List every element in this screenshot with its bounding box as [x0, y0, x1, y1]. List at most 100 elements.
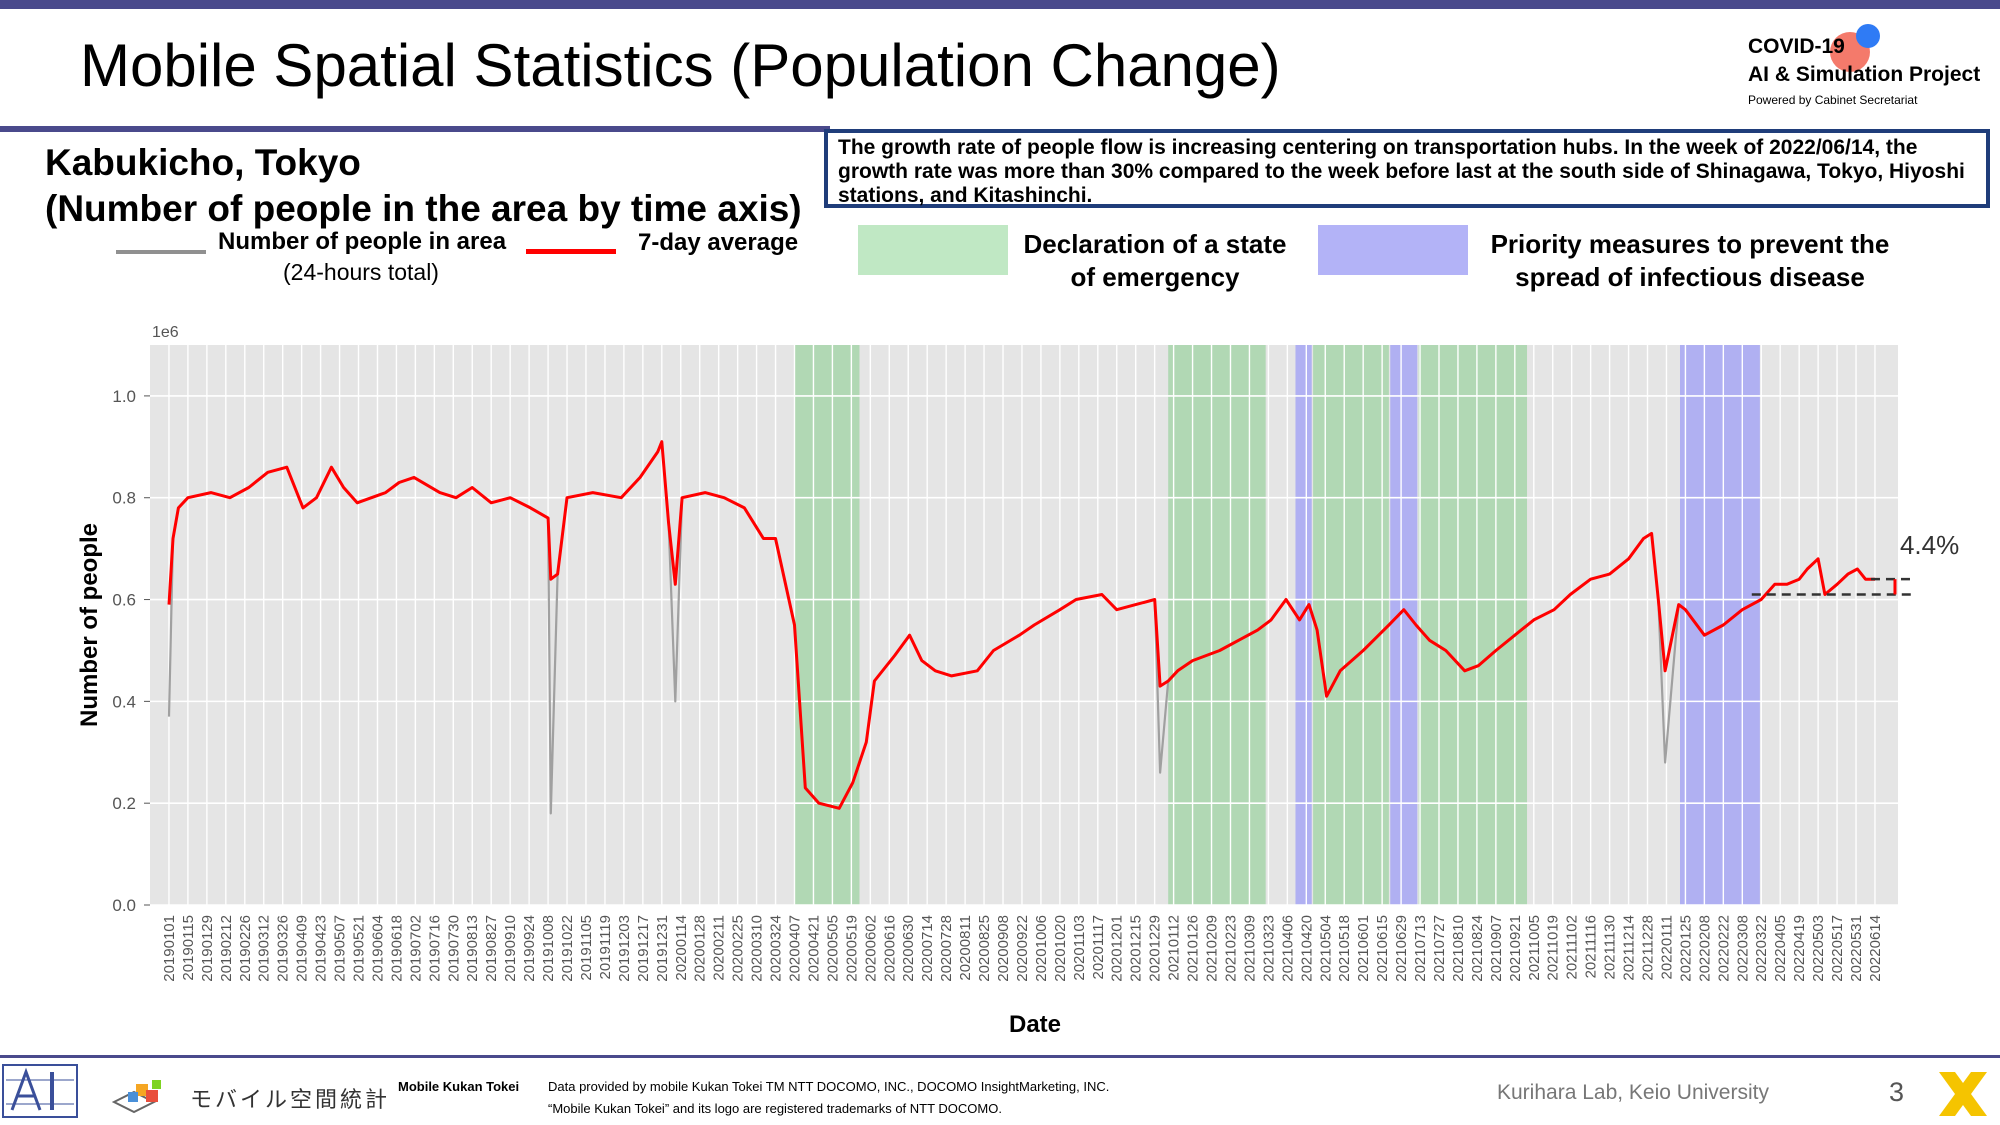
legend-emergency-label: Declaration of a state of emergency [1010, 228, 1300, 294]
x-tick-label: 20190409 [294, 915, 311, 982]
cube-logo-icon [112, 1080, 161, 1114]
x-tick-label: 20201006 [1033, 915, 1050, 982]
x-tick-label: 20220405 [1772, 915, 1789, 982]
x-tick-label: 20210629 [1393, 915, 1410, 982]
x-tick-label: 20200714 [919, 915, 936, 982]
x-tick-label: 20210810 [1450, 915, 1467, 982]
shaded-period-priority-2 [1295, 345, 1312, 905]
subtitle-line-2: (Number of people in the area by time ax… [45, 188, 802, 229]
shaded-period-emergency-0 [794, 345, 860, 905]
x-tick-label: 20191022 [559, 915, 576, 982]
x-tick-label: 20190521 [351, 915, 368, 982]
x-tick-label: 20200505 [824, 915, 841, 982]
x-tick-label: 20190326 [275, 915, 292, 982]
x-tick-label: 20201020 [1052, 915, 1069, 982]
x-tick-labels: 20190101 20190115 20190129 20190212 20190226… [161, 915, 1884, 982]
x-tick-label: 20190129 [199, 915, 216, 982]
x-tick-label: 20211019 [1545, 915, 1562, 981]
shaded-period-priority-6 [1680, 345, 1760, 905]
x-tick-label: 20210921 [1507, 915, 1524, 982]
x-tick-label: 20201229 [1147, 915, 1164, 982]
x-tick-label: 20211228 [1640, 915, 1657, 981]
x-tick-label: 20210907 [1488, 915, 1505, 982]
x-tick-label: 20190101 [161, 915, 178, 982]
x-tick-label: 20220503 [1810, 915, 1827, 982]
x-tick-label: 20200421 [805, 915, 822, 982]
x-tick-label: 20191217 [635, 915, 652, 982]
x-tick-label: 20220517 [1829, 915, 1846, 982]
x-tick-label: 20201103 [1071, 915, 1088, 981]
average-series-line [167, 440, 1875, 810]
x-tick-label: 20210615 [1374, 915, 1391, 982]
x-tick-label: 20210824 [1469, 915, 1486, 982]
x-tick-label: 20220531 [1848, 915, 1865, 982]
y-tick-label: 0.4 [112, 692, 136, 711]
y-tick-label: 0.2 [112, 794, 136, 813]
x-tick-label: 20200211 [711, 915, 728, 981]
plot-background [150, 345, 1898, 905]
x-tick-label: 20200114 [673, 915, 690, 981]
x-tick-label: 20200908 [995, 915, 1012, 982]
legend-priority-label: Priority measures to prevent the spread … [1470, 228, 1910, 294]
y-axis-label: Number of people [76, 523, 103, 727]
x-tick-label: 20220111 [1658, 915, 1675, 980]
x-tick-label: 20210420 [1298, 915, 1315, 982]
x-tick-label: 20190813 [464, 915, 481, 982]
x-tick-label: 20210713 [1412, 915, 1429, 982]
mobile-kukan-logo: モバイル空間統計 [112, 1078, 387, 1114]
x-tick-label: 20190226 [237, 915, 254, 982]
x-tick-label: 20200225 [730, 915, 747, 982]
x-tick-label: 20201117 [1090, 915, 1107, 980]
legend-daily-line [116, 250, 206, 254]
x-tick-label: 20190212 [218, 915, 235, 982]
x-tick-label: 20191203 [616, 915, 633, 982]
legend-emergency-line-1: Declaration of a state [1023, 229, 1287, 259]
x-tick-label: 20191119 [597, 915, 614, 980]
x-tick-label: 20200922 [1014, 915, 1031, 982]
x-tick-label: 20211214 [1621, 915, 1638, 981]
area-subtitle: Kabukicho, Tokyo (Number of people in th… [45, 140, 802, 232]
x-tick-label: 20190604 [369, 915, 386, 982]
x-tick-label: 20200630 [900, 915, 917, 982]
y-tick-label: 0.8 [112, 489, 136, 508]
x-tick-label: 20210323 [1260, 915, 1277, 982]
credit-line-1: Data provided by mobile Kukan Tokei TM N… [548, 1079, 1110, 1094]
x-tick-label: 20200825 [976, 915, 993, 982]
x-tick-label: 20220614 [1867, 915, 1884, 982]
vertical-gridlines [168, 345, 1876, 905]
x-tick-label: 20200602 [862, 915, 879, 982]
legend-priority-line-1: Priority measures to prevent the [1490, 229, 1890, 259]
x-tick-label: 20190115 [180, 915, 197, 981]
legend-priority-line-2: spread of infectious disease [1515, 262, 1865, 292]
logo-dot-icon [1856, 24, 1880, 48]
x-tick-label: 20200407 [786, 915, 803, 982]
x-tick-label: 20190716 [426, 915, 443, 982]
shaded-period-emergency-3 [1313, 345, 1389, 905]
x-tick-label: 20220419 [1791, 915, 1808, 982]
legend-daily-label: Number of people in area [218, 228, 507, 255]
x-tick-label: 20220208 [1696, 915, 1713, 982]
x-tick-label: 20200519 [843, 915, 860, 982]
x-tick-label: 20210504 [1317, 915, 1334, 982]
x-tick-label: 20210727 [1431, 915, 1448, 982]
top-accent-bar [0, 0, 2000, 9]
subtitle-line-1: Kabukicho, Tokyo [45, 142, 361, 183]
y-tick-labels: 0.0 0.2 0.4 0.6 0.8 1.0 [112, 387, 150, 915]
x-tick-label: 20211102 [1564, 915, 1581, 980]
page-title: Mobile Spatial Statistics (Population Ch… [80, 32, 1281, 99]
x-tick-label: 20210601 [1355, 915, 1372, 982]
x-tick-label: 20190312 [256, 915, 273, 982]
population-chart: 0.00.20.40.60.81.0 20190101 20190115 20190… [76, 324, 1959, 1038]
x-tick-label: 20201215 [1128, 915, 1145, 982]
x-tick-label: 20200616 [881, 915, 898, 982]
x-tick-label: 20200728 [938, 915, 955, 982]
x-tick-label: 20200128 [692, 915, 709, 982]
legend-daily-sublabel: (24-hours total) [283, 259, 439, 285]
x-tick-label: 20190827 [483, 915, 500, 982]
logo-line-2: AI & Simulation Project [1748, 63, 1981, 86]
legend-priority-swatch [1318, 225, 1468, 275]
corner-x-icon [1939, 1072, 1987, 1116]
x-tick-label: 20210309 [1241, 915, 1258, 982]
legend-average-label: 7-day average [638, 229, 799, 256]
project-logo: COVID-19 AI & Simulation Project Powered… [1748, 24, 1988, 114]
